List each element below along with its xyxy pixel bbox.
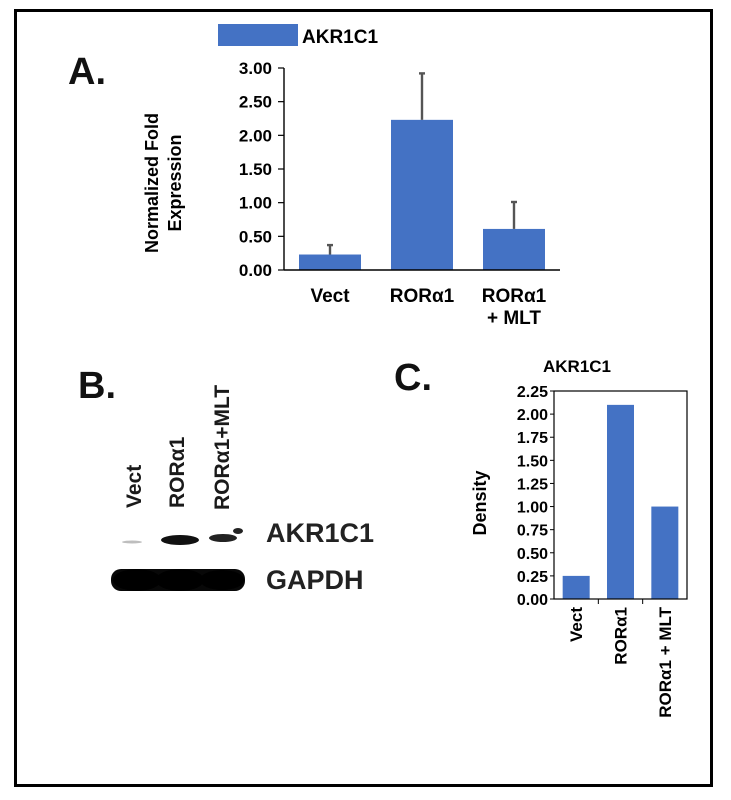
chart-c-x-tick-label: Vect bbox=[567, 607, 586, 642]
blot-label-gapdh: GAPDH bbox=[266, 565, 364, 595]
chart-a-y-axis-label-line1: Normalized Fold bbox=[142, 113, 162, 253]
chart-a-x-tick-label: RORα1 + MLT bbox=[482, 286, 547, 329]
chart-a-y-tick-label: 1.50 bbox=[239, 160, 272, 179]
chart-a-y-tick-label: 2.50 bbox=[239, 93, 272, 112]
chart-a-bar bbox=[391, 119, 453, 270]
chart-c-x-tick-label: RORα1 + MLT bbox=[656, 606, 675, 717]
panel-c-label: C. bbox=[394, 357, 432, 399]
chart-c-y-tick-label: 0.75 bbox=[517, 523, 548, 540]
chart-c-y-tick-label: 1.75 bbox=[517, 430, 548, 447]
chart-c-x-tick-label: RORα1 bbox=[612, 607, 631, 665]
blot-band-akr1c1-rora1-mlt bbox=[209, 534, 237, 542]
chart-a-y-axis-label-line2: Expression bbox=[165, 134, 185, 231]
chart-a-y-tick-label: 0.00 bbox=[239, 261, 272, 280]
chart-c-bar bbox=[651, 506, 679, 599]
chart-c-y-axis-label: Density bbox=[470, 470, 490, 535]
chart-c-title: AKR1C1 bbox=[543, 357, 611, 376]
chart-c-bar bbox=[562, 575, 590, 599]
blot-band-akr1c1-vect bbox=[122, 540, 142, 544]
chart-a-legend-swatch bbox=[218, 24, 298, 46]
chart-a-y-tick-label: 3.00 bbox=[239, 59, 272, 78]
chart-a-x-tick-label: Vect bbox=[310, 286, 350, 307]
blot-label-akr1c1: AKR1C1 bbox=[266, 518, 374, 548]
chart-a-bar bbox=[299, 254, 361, 270]
chart-c-y-tick-label: 0.25 bbox=[517, 569, 548, 586]
panel-b-label: B. bbox=[78, 365, 116, 407]
chart-c-y-tick-label: 1.25 bbox=[517, 476, 548, 493]
chart-a-legend-label: AKR1C1 bbox=[302, 27, 378, 48]
western-blot: Vect RORα1 RORα1+MLT AKR1C1 GAPDH bbox=[111, 385, 374, 595]
chart-c-y-tick-label: 2.00 bbox=[517, 407, 548, 424]
chart-a-x-tick-label: RORα1 bbox=[390, 286, 455, 307]
chart-a-bar bbox=[483, 228, 545, 270]
blot-lane-rora1-mlt: RORα1+MLT bbox=[211, 385, 234, 510]
blot-band-akr1c1-rora1 bbox=[161, 535, 199, 545]
panel-a-label: A. bbox=[68, 51, 106, 93]
chart-a-y-tick-label: 2.00 bbox=[239, 126, 272, 145]
chart-c-y-tick-label: 2.25 bbox=[517, 384, 548, 401]
chart-c-y-tick-label: 0.50 bbox=[517, 546, 548, 563]
chart-c-y-tick-label: 0.00 bbox=[517, 592, 548, 609]
chart-c-bar bbox=[607, 404, 634, 599]
chart-c-plot-frame bbox=[553, 390, 688, 600]
blot-lane-vect: Vect bbox=[123, 465, 146, 508]
chart-c: AKR1C1 Density 0.00 0.25 0.50 0.75 1.00 1.25 1… bbox=[470, 357, 688, 718]
chart-c-y-tick-label: 1.50 bbox=[517, 453, 548, 470]
chart-a-y-tick-label: 1.00 bbox=[239, 194, 272, 213]
chart-a: AKR1C1 Normalized Fold Expression 0.00 0.… bbox=[142, 24, 560, 329]
blot-lane-rora1: RORα1 bbox=[166, 436, 189, 508]
figure-frame bbox=[14, 9, 713, 787]
chart-c-y-tick-label: 1.00 bbox=[517, 500, 548, 517]
chart-a-y-tick-label: 0.50 bbox=[239, 227, 272, 246]
